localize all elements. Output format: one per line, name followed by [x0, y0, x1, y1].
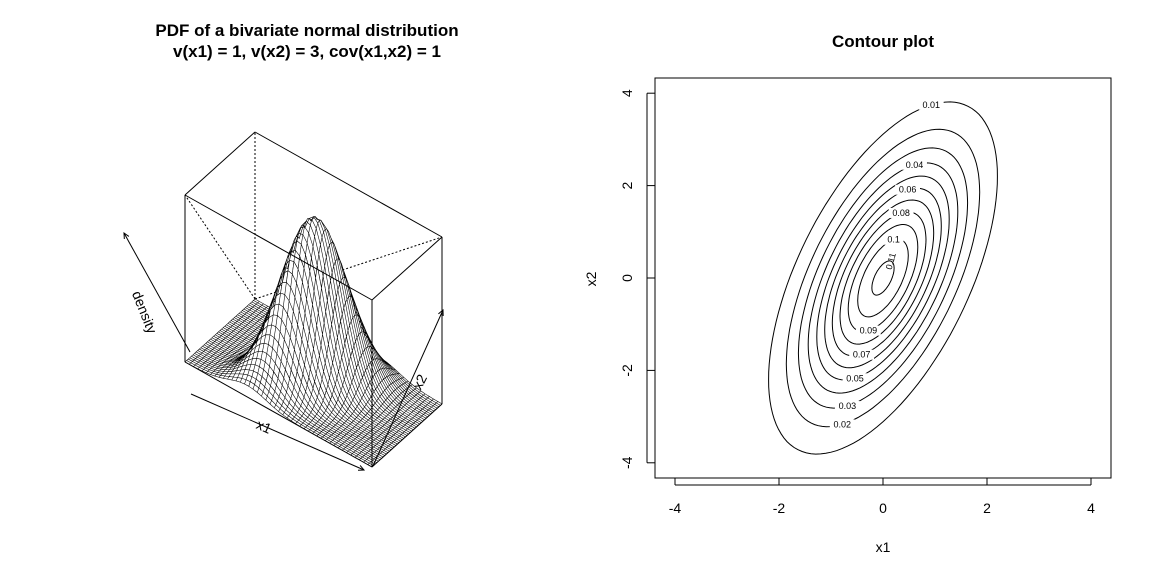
x-tick-label: 4: [1087, 500, 1095, 516]
box-edge: [371, 403, 443, 468]
surface-density-label: density: [129, 289, 160, 336]
density-axis-arrow-head: [123, 231, 130, 240]
surface-box-front: [123, 194, 444, 471]
contour-level-label: 0.05: [846, 373, 864, 383]
contour-lines: [768, 101, 998, 455]
contour-level-label: 0.03: [839, 401, 857, 411]
contour-line: [831, 199, 935, 357]
y-tick-label: 2: [619, 181, 635, 189]
box-edge: [184, 131, 256, 196]
x-tick-label: 0: [879, 500, 887, 516]
contour-line: [768, 101, 998, 455]
y-tick-label: 0: [619, 274, 635, 282]
y-tick-label: -2: [619, 364, 635, 377]
contour-level-label: 0.06: [899, 185, 917, 195]
box-edge: [184, 194, 373, 301]
surface-x2-label: x2: [409, 371, 430, 392]
box-edge: [371, 236, 443, 301]
y-tick-label: -4: [619, 456, 635, 469]
contour-line: [797, 147, 969, 409]
contour-level-label: 0.07: [853, 350, 871, 360]
contour-label-gap: [834, 401, 860, 412]
density-axis-arrow: [123, 232, 191, 353]
contour-level-label: 0.01: [922, 100, 940, 110]
x-tick-label: -2: [773, 500, 786, 516]
contour-label-gap: [888, 207, 914, 218]
surface-title-line1: PDF of a bivariate normal distribution: [155, 21, 458, 40]
contour-line: [857, 238, 909, 318]
surface-x1-label: x1: [254, 416, 274, 437]
contour-line: [847, 224, 919, 332]
contour-label-gap: [855, 325, 881, 336]
contour-title: Contour plot: [832, 32, 934, 51]
contour-plot-panel: Contour plot -4 -2 0 2 4 -4 -2 0 2 4 0.01 0.02 0.03…: [583, 32, 1112, 555]
contour-label-gap: [902, 159, 927, 170]
surface-title-line2: v(x1) = 1, v(x2) = 3, cov(x1,x2) = 1: [173, 42, 441, 61]
box-edge-hidden: [184, 194, 256, 300]
contour-label-gap: [883, 234, 904, 245]
contour-label-gap: [918, 99, 944, 110]
contour-label-gap: [895, 184, 920, 195]
contour-label-gap: [842, 373, 868, 384]
contour-level-label: 0.11: [884, 252, 898, 271]
contour-line: [824, 187, 942, 369]
x2-axis-arrow: [372, 309, 444, 467]
contour-xlabel: x1: [876, 539, 891, 555]
x-tick-label: 2: [983, 500, 991, 516]
plot-frame: [654, 77, 1112, 479]
contour-level-label: 0.1: [887, 235, 900, 245]
contour-level-label: 0.08: [892, 208, 910, 218]
contour-line: [839, 211, 927, 345]
contour-line: [807, 162, 959, 394]
contour-axes: -4 -2 0 2 4 -4 -2 0 2 4: [619, 89, 1095, 516]
surface-plot-panel: PDF of a bivariate normal distribution v…: [123, 21, 459, 471]
contour-labels: 0.01 0.02 0.03 0.04 0.05 0.06 0.07 0.08 0.09 0.1 0…: [829, 99, 944, 430]
contour-ylabel: x2: [583, 271, 599, 286]
contour-level-label: 0.04: [906, 160, 924, 170]
x1-axis-arrow-head: [357, 465, 366, 471]
contour-level-label: 0.09: [860, 326, 878, 336]
contour-line: [816, 175, 950, 381]
box-edge: [184, 361, 373, 468]
contour-level-label: 0.02: [833, 419, 851, 429]
x1-axis-arrow: [190, 393, 365, 471]
x2-axis-arrow-head: [438, 308, 444, 317]
contour-label-gap: [849, 349, 875, 360]
contour-line: [785, 128, 981, 428]
surface-mesh-strip: [214, 254, 433, 425]
contour-label-gap: [829, 419, 855, 430]
box-edge: [254, 131, 443, 238]
x-tick-label: -4: [669, 500, 682, 516]
surface-mesh: [184, 216, 443, 468]
contour-line: [871, 260, 895, 296]
y-tick-label: 4: [619, 89, 635, 97]
